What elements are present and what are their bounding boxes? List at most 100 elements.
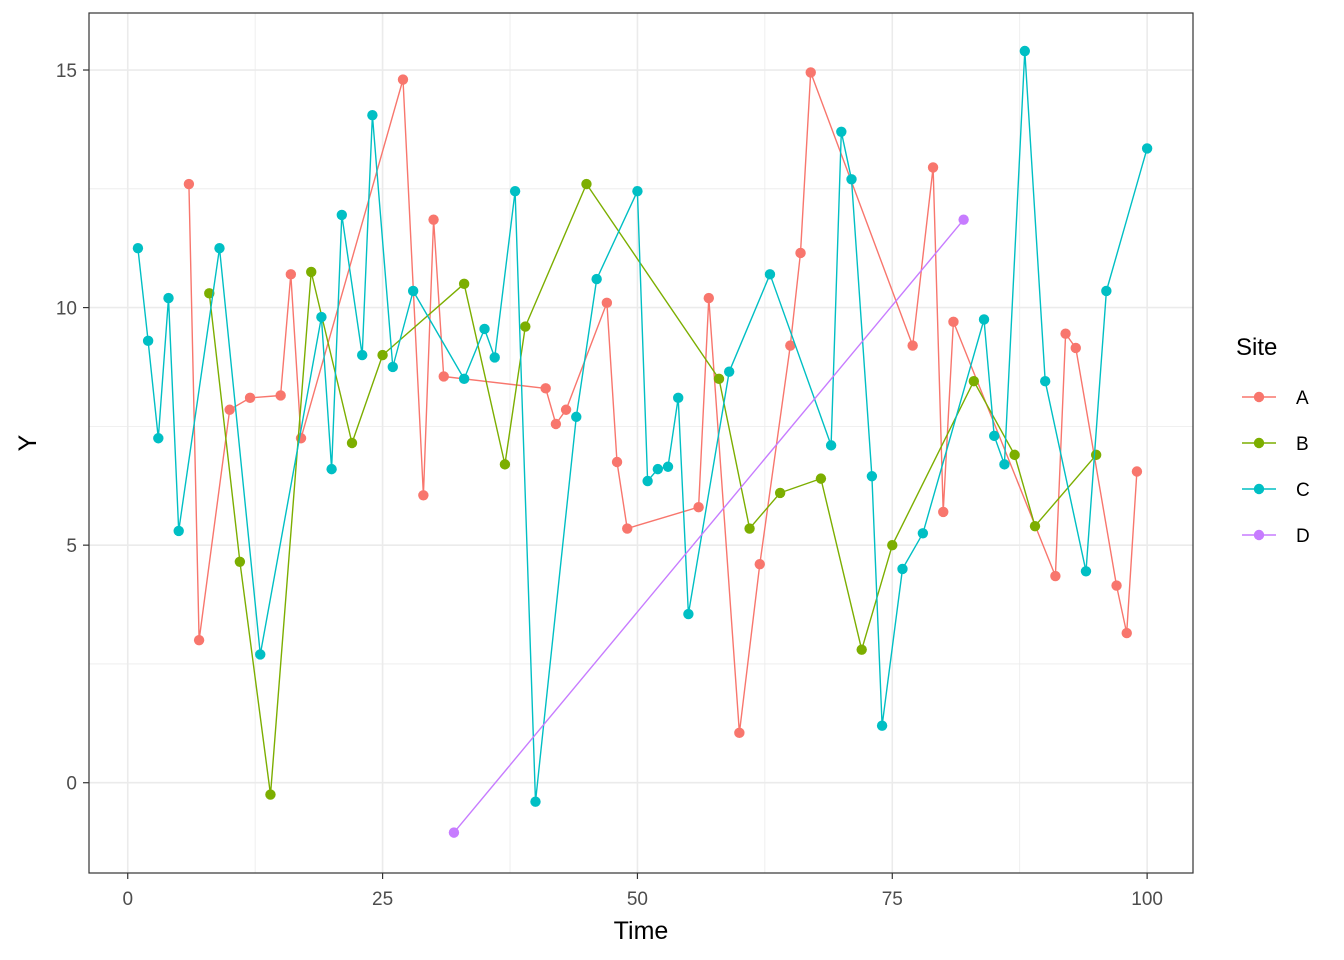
data-point (989, 430, 1000, 442)
data-point (917, 528, 929, 539)
data-point (428, 214, 439, 225)
data-point (214, 242, 225, 254)
data-point (713, 373, 725, 385)
legend-items: A B C D (1242, 388, 1310, 547)
x-tick-label: 25 (372, 889, 393, 910)
y-tick-label: 0 (66, 774, 77, 795)
legend-item-B: B (1242, 434, 1309, 455)
data-point (632, 185, 643, 197)
data-point (1029, 520, 1041, 532)
major-gridlines (89, 13, 1193, 873)
y-axis: 0 5 10 15 (56, 61, 89, 795)
data-point (306, 266, 317, 278)
y-axis-title: Y (14, 434, 42, 451)
data-point (418, 490, 429, 501)
data-point (397, 74, 409, 85)
legend-title: Site (1236, 334, 1277, 361)
data-point (550, 418, 562, 430)
data-point (1101, 285, 1112, 297)
series-layer (132, 45, 1153, 838)
series-line (208, 183, 1097, 796)
data-point (815, 473, 827, 484)
data-point (1131, 466, 1143, 477)
data-point (1080, 566, 1092, 577)
data-point (601, 297, 613, 309)
data-point (836, 126, 847, 137)
legend-item-A: A (1242, 388, 1309, 409)
x-tick-label: 50 (627, 889, 648, 910)
data-point (509, 185, 521, 197)
data-point (662, 461, 674, 472)
data-point (448, 827, 460, 838)
data-point (356, 349, 368, 361)
data-point (846, 174, 857, 185)
data-point (1009, 449, 1020, 461)
data-point (571, 411, 582, 423)
legend-key-point (1253, 391, 1265, 403)
data-point (458, 373, 470, 385)
data-point (183, 178, 195, 190)
data-point (958, 214, 969, 225)
x-axis-title: Time (614, 917, 669, 945)
data-point (805, 67, 816, 78)
legend-item-C: C (1242, 480, 1310, 501)
data-point (275, 390, 286, 401)
data-point (458, 278, 470, 290)
data-point (336, 209, 348, 221)
data-point (897, 563, 908, 575)
data-point (387, 361, 398, 373)
data-point (723, 366, 735, 377)
data-point (132, 242, 144, 254)
data-point (581, 178, 592, 190)
panel-border (88, 12, 1194, 874)
data-point (968, 376, 980, 387)
data-point (540, 383, 551, 394)
data-point (479, 323, 490, 335)
data-point (622, 523, 633, 534)
legend-label: A (1296, 388, 1309, 409)
data-point (927, 162, 939, 173)
data-point (1019, 45, 1031, 57)
data-point (673, 392, 684, 404)
data-point (377, 349, 388, 361)
data-point (1121, 627, 1132, 639)
data-point (173, 525, 184, 537)
data-point (520, 321, 531, 332)
y-tick-label: 15 (56, 61, 77, 82)
data-point (153, 433, 164, 444)
data-point (1141, 143, 1153, 154)
x-tick-label: 0 (122, 889, 133, 910)
data-point (489, 352, 500, 363)
series-line (188, 71, 1138, 734)
data-point (193, 634, 205, 646)
data-point (774, 487, 786, 499)
data-point (744, 523, 755, 534)
series-line (453, 219, 965, 834)
data-point (346, 437, 358, 449)
data-point (163, 292, 174, 304)
data-point (1039, 376, 1051, 387)
data-point (999, 459, 1010, 470)
legend-item-D: D (1242, 526, 1310, 547)
data-point (407, 285, 419, 297)
data-point (1070, 342, 1081, 354)
data-point (234, 556, 246, 567)
series-line (137, 50, 1148, 803)
data-point (326, 463, 337, 475)
data-point (1111, 580, 1122, 591)
data-point (499, 459, 511, 470)
data-point (948, 316, 959, 328)
data-point (438, 371, 449, 382)
series-B (204, 178, 1102, 800)
data-point (560, 404, 572, 415)
data-point (204, 288, 215, 299)
data-point (367, 109, 378, 121)
data-point (316, 311, 327, 323)
legend-key-point (1253, 529, 1265, 541)
legend-label: D (1296, 526, 1310, 547)
data-point (642, 475, 653, 487)
data-point (876, 720, 888, 731)
data-point (1090, 449, 1102, 461)
y-tick-label: 5 (66, 536, 77, 557)
